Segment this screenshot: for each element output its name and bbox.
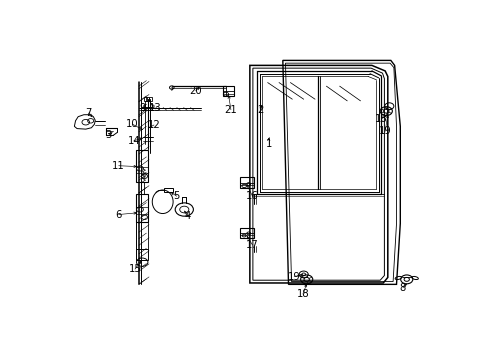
Text: 19: 19 bbox=[287, 271, 300, 282]
Bar bbox=[146, 97, 149, 102]
Text: 18: 18 bbox=[374, 114, 387, 123]
Text: 17: 17 bbox=[245, 240, 258, 250]
Text: 1: 1 bbox=[265, 139, 271, 149]
Bar bbox=[148, 97, 151, 102]
Text: 19: 19 bbox=[378, 126, 391, 136]
Text: 12: 12 bbox=[147, 120, 160, 130]
Bar bbox=[240, 177, 253, 188]
Text: 4: 4 bbox=[184, 211, 191, 221]
Bar bbox=[136, 249, 148, 260]
Text: 13: 13 bbox=[148, 103, 161, 113]
Text: 8: 8 bbox=[399, 283, 405, 293]
Text: 10: 10 bbox=[126, 119, 139, 129]
Text: 18: 18 bbox=[296, 289, 308, 299]
Text: 3: 3 bbox=[105, 130, 111, 140]
Text: 11: 11 bbox=[112, 161, 125, 171]
Bar bbox=[240, 228, 253, 238]
Text: 14: 14 bbox=[127, 136, 140, 146]
Text: 7: 7 bbox=[85, 108, 91, 118]
Text: 9: 9 bbox=[139, 103, 145, 113]
Bar bbox=[136, 150, 148, 183]
Text: 5: 5 bbox=[173, 191, 180, 201]
Text: 15: 15 bbox=[128, 264, 141, 274]
Bar bbox=[136, 194, 148, 222]
Text: 21: 21 bbox=[224, 105, 237, 115]
Text: 20: 20 bbox=[189, 86, 202, 96]
Bar bbox=[223, 86, 233, 96]
Text: 2: 2 bbox=[256, 105, 263, 115]
Text: 16: 16 bbox=[245, 191, 258, 201]
Bar bbox=[164, 188, 172, 192]
Bar bbox=[143, 97, 146, 102]
Text: 6: 6 bbox=[115, 210, 122, 220]
